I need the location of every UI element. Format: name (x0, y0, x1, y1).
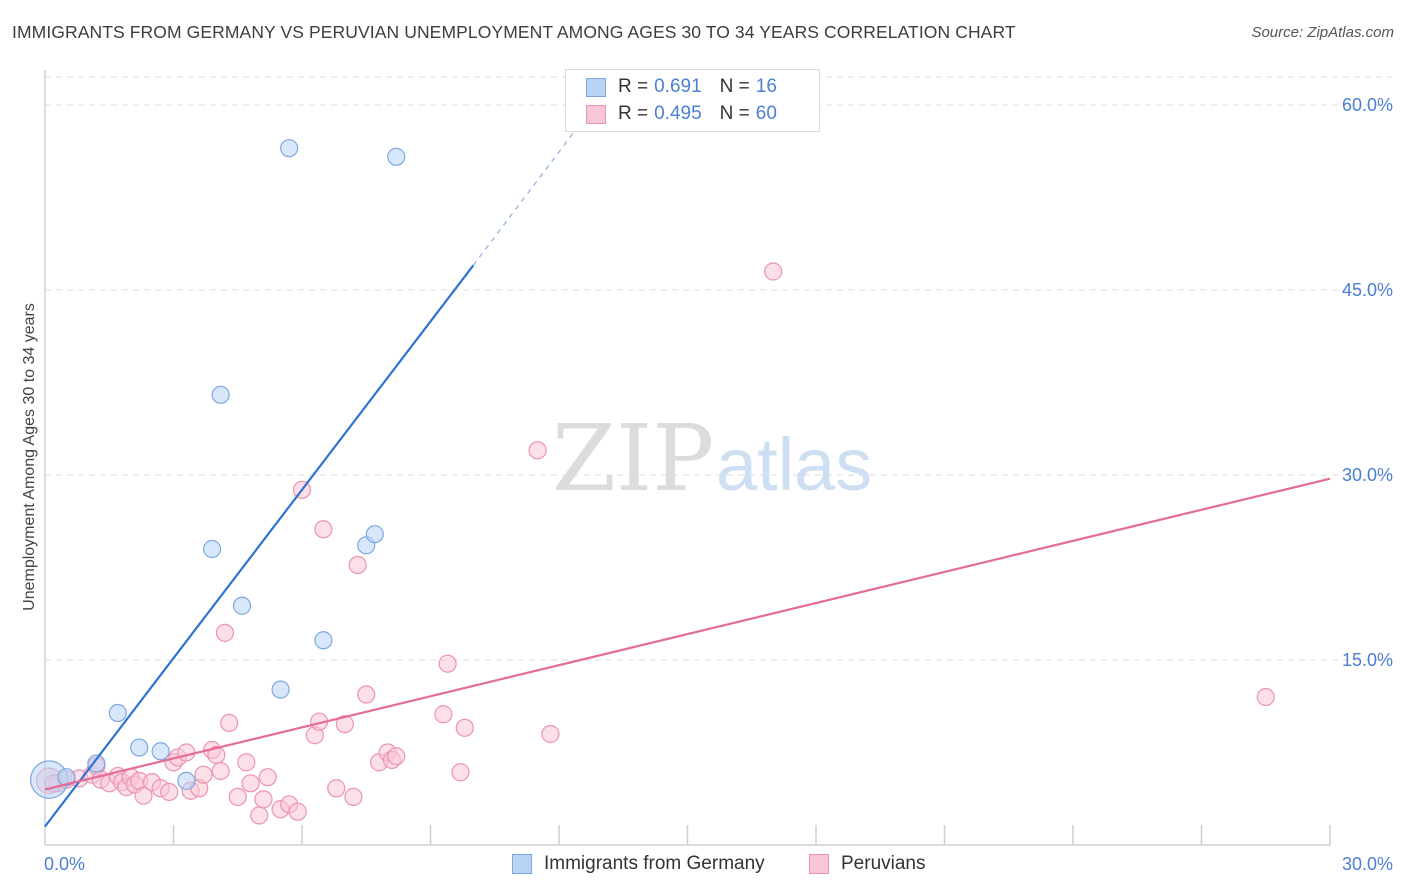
bottom-legend-swatch-germany (512, 854, 532, 874)
germany-trend-line (44, 264, 475, 828)
chart-title: IMMIGRANTS FROM GERMANY VS PERUVIAN UNEM… (12, 22, 1016, 42)
peruvians-points (35, 262, 1275, 825)
legend-n-value-peruvians: 60 (755, 103, 777, 124)
peruvians-point (215, 623, 234, 642)
peruvians-point (335, 715, 354, 734)
watermark-atlas: atlas (716, 423, 872, 506)
peruvians-point (228, 787, 247, 807)
x-tick-marks (172, 825, 1331, 845)
y-tick-label: 60.0% (1342, 95, 1393, 115)
germany-point (202, 539, 222, 559)
peruvians-point (288, 802, 307, 821)
peruvians-point (220, 713, 239, 733)
legend-swatch-germany (586, 77, 606, 97)
watermark-zip: ZIP (552, 405, 714, 512)
x-tick-label-start: 0.0% (44, 854, 85, 874)
germany-point (151, 742, 170, 761)
germany-point (57, 768, 76, 787)
germany-point (271, 680, 290, 699)
legend-n-label: N = (719, 103, 750, 124)
peruvians-point (1256, 687, 1275, 707)
germany-point (108, 703, 127, 723)
legend-r-value-germany: 0.691 (654, 76, 702, 97)
y-tick-label: 45.0% (1342, 280, 1393, 300)
peruvians-point (237, 753, 256, 772)
peruvians-point (387, 747, 406, 766)
bottom-legend-swatch-peruvians (809, 854, 829, 874)
germany-point (211, 385, 230, 404)
bottom-legend-germany[interactable]: Immigrants from Germany (512, 851, 765, 877)
peruvians-point (250, 806, 269, 825)
germany-point (87, 754, 106, 773)
grid-lines (45, 76, 1392, 661)
germany-point (280, 139, 299, 158)
peruvians-point (434, 705, 453, 724)
legend-swatch-peruvians (586, 104, 606, 124)
peruvians-point (254, 790, 273, 809)
peruvians-point (541, 724, 560, 744)
peruvians-point (455, 718, 474, 737)
peruvians-trend-line (44, 477, 1331, 791)
y-tick-label: 15.0% (1342, 650, 1393, 670)
source-label: Source: ZipAtlas.com (1251, 24, 1394, 41)
peruvians-point (357, 685, 376, 704)
germany-trend-extension (472, 123, 581, 266)
peruvians-point (194, 765, 213, 784)
peruvians-point (344, 787, 363, 807)
germany-point (365, 525, 384, 544)
germany-point (130, 738, 149, 757)
watermark: ZIP atlas (552, 405, 872, 512)
x-tick-label-end: 30.0% (1342, 854, 1393, 874)
legend-row-peruvians: R = 0.495 N = 60 (586, 101, 777, 127)
germany-point (232, 596, 252, 615)
peruvians-point (438, 654, 457, 673)
y-tick-label: 30.0% (1342, 465, 1393, 485)
peruvians-point (160, 782, 179, 802)
legend-r-label: R = (618, 76, 649, 97)
correlation-legend: R = 0.691 N = 16 R = 0.495 N = 60 (565, 69, 820, 132)
germany-points (29, 139, 406, 799)
peruvians-point (241, 774, 260, 793)
legend-row-germany: R = 0.691 N = 16 (586, 74, 777, 100)
bottom-legend-label-peruvians: Peruvians (841, 853, 926, 874)
peruvians-point (327, 779, 346, 798)
peruvians-point (314, 520, 333, 539)
y-tick-labels: 15.0% 30.0% 45.0% 60.0% (1342, 95, 1393, 670)
germany-point (314, 631, 333, 650)
peruvians-point (211, 761, 230, 781)
legend-r-value-peruvians: 0.495 (654, 103, 702, 124)
legend-n-label: N = (719, 76, 750, 97)
peruvians-point (258, 768, 277, 787)
germany-point (177, 771, 196, 790)
bottom-legend-label-germany: Immigrants from Germany (544, 853, 765, 874)
peruvians-point (764, 262, 783, 281)
legend-n-value-germany: 16 (755, 76, 777, 97)
peruvians-point (451, 763, 470, 782)
peruvians-point (528, 441, 547, 460)
germany-point (387, 147, 406, 166)
legend-r-label: R = (618, 103, 649, 124)
trend-lines (44, 123, 1331, 828)
peruvians-point (348, 555, 367, 575)
bottom-legend-peruvians[interactable]: Peruvians (809, 851, 926, 877)
peruvians-point (134, 786, 153, 805)
peruvians-point (177, 743, 196, 762)
y-axis-label: Unemployment Among Ages 30 to 34 years (21, 303, 38, 611)
